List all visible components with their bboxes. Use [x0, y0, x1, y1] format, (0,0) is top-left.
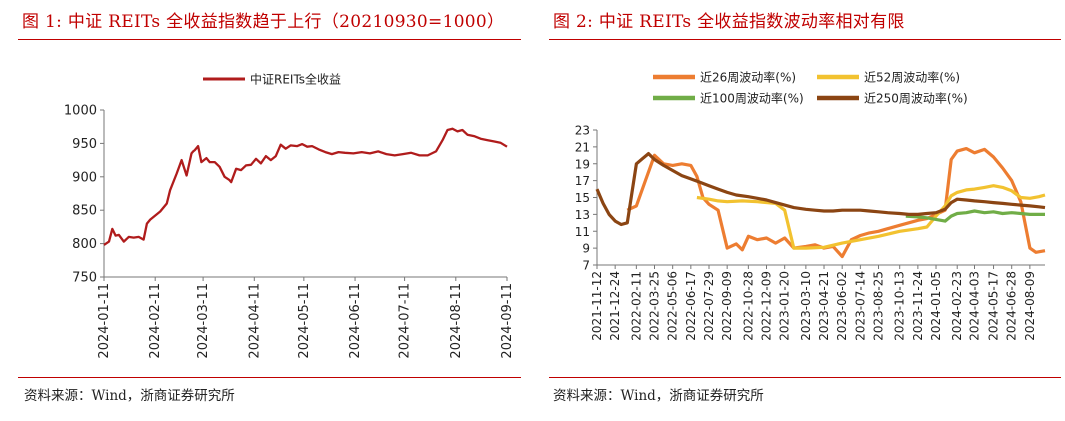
figure-1-title-rule	[18, 39, 521, 40]
x-tick-label: 2024-05-17	[987, 271, 1001, 341]
y-tick-label: 900	[72, 170, 97, 185]
x-tick-label: 2024-01-11	[97, 283, 112, 359]
legend-label-3: 近100周波动率(%)	[700, 91, 804, 106]
x-tick-label: 2024-02-23	[950, 271, 964, 341]
y-tick-label: 1000	[64, 104, 97, 119]
figure-1-chart: 750 800 850 900 950 1000 2024-01-11 2024-02-11 2…	[64, 72, 515, 359]
series-line-1	[103, 127, 508, 246]
axes: 7 9 11 13 15 17 19 21 23 2021-11-12 2021-12-24 2022…	[575, 124, 1045, 341]
x-tick-label: 2021-11-12	[590, 271, 604, 341]
x-tick-label: 2024-05-11	[297, 283, 312, 359]
figure-2-chart: 7 9 11 13 15 17 19 21 23 2021-11-12 2021-12-24 2022…	[575, 70, 1046, 341]
y-tick-label: 13	[575, 208, 590, 222]
x-tick-label: 2022-02-11	[629, 271, 643, 341]
x-tick-label: 2023-08-25	[872, 271, 886, 341]
series-line-2	[696, 184, 1046, 250]
y-tick-label: 9	[582, 242, 590, 256]
x-tick-label: 2022-05-06	[666, 271, 680, 341]
x-tick-label: 2024-07-11	[398, 283, 413, 359]
x-tick-label: 2024-02-11	[148, 283, 163, 359]
figure-2-panel: 图 2: 中证 REITs 全收益指数波动率相对有限 7 9 11 13 15 17 19 2…	[545, 0, 1065, 421]
x-tick-label: 2024-08-09	[1023, 271, 1037, 341]
series-lines	[595, 147, 1046, 259]
x-tick-label: 2023-06-02	[835, 271, 849, 341]
figure-2-title-rule	[549, 39, 1061, 40]
legend: 近26周波动率(%) 近52周波动率(%) 近100周波动率(%) 近250周波动率(…	[653, 70, 968, 106]
y-tick-label: 850	[72, 204, 97, 219]
x-tick-label: 2022-10-28	[741, 271, 755, 341]
x-tick-label: 2023-04-21	[817, 271, 831, 341]
x-tick-label: 2022-07-29	[702, 271, 716, 341]
x-tick-label: 2023-01-20	[778, 271, 792, 341]
x-tick-label: 2023-11-24	[911, 271, 925, 341]
x-tick-label: 2024-01-05	[929, 271, 943, 341]
x-tick-label: 2024-04-11	[247, 283, 262, 359]
y-tick-label: 19	[575, 157, 590, 171]
series-lines	[103, 127, 508, 246]
x-tick-label: 2024-03-11	[196, 283, 211, 359]
y-tick-label: 7	[582, 259, 590, 273]
x-tick-label: 2024-08-11	[449, 283, 464, 359]
series-line-3	[905, 209, 1045, 223]
y-tick-label: 23	[575, 124, 590, 138]
figure-1-panel: 图 1: 中证 REITs 全收益指数趋于上行（20210930=1000） 7…	[0, 0, 525, 421]
x-tick-label: 2022-09-09	[720, 271, 734, 341]
figure-1-title: 图 1: 中证 REITs 全收益指数趋于上行（20210930=1000）	[22, 12, 505, 32]
legend-label-4: 近250周波动率(%)	[864, 91, 968, 106]
x-tick-label: 2024-06-28	[1005, 271, 1019, 341]
legend-label-2: 近52周波动率(%)	[864, 70, 960, 85]
figure-2-title: 图 2: 中证 REITs 全收益指数波动率相对有限	[553, 12, 905, 32]
x-tick-label: 2023-10-13	[893, 271, 907, 341]
legend-label-1: 近26周波动率(%)	[700, 70, 796, 85]
y-tick-label: 11	[575, 225, 590, 239]
x-tick-label: 2021-12-24	[608, 271, 622, 341]
legend: 中证REITs全收益	[203, 72, 341, 87]
figure-2-source-rule	[549, 377, 1061, 378]
x-tick-label: 2024-09-11	[500, 283, 515, 359]
x-tick-label: 2024-06-11	[348, 283, 363, 359]
x-tick-label: 2023-07-14	[853, 271, 867, 341]
x-tick-label: 2023-03-10	[799, 271, 813, 341]
axes: 750 800 850 900 950 1000 2024-01-11 2024-02-11 2…	[64, 104, 515, 359]
y-tick-label: 21	[575, 140, 590, 154]
figure-2-source: 资料来源：Wind，浙商证券研究所	[553, 388, 764, 404]
x-tick-label: 2024-04-03	[968, 271, 982, 341]
x-tick-label: 2022-12-09	[760, 271, 774, 341]
figure-1-source: 资料来源：Wind，浙商证券研究所	[24, 388, 235, 404]
legend-label-1: 中证REITs全收益	[250, 72, 341, 87]
x-tick-label: 2022-06-17	[684, 271, 698, 341]
x-tick-label: 2022-03-25	[648, 271, 662, 341]
y-tick-label: 950	[72, 137, 97, 152]
y-tick-label: 800	[72, 237, 97, 252]
y-tick-label: 750	[72, 271, 97, 286]
figure-1-source-rule	[18, 377, 521, 378]
y-tick-label: 15	[575, 191, 590, 205]
series-line-4	[595, 152, 1046, 227]
y-tick-label: 17	[575, 174, 590, 188]
